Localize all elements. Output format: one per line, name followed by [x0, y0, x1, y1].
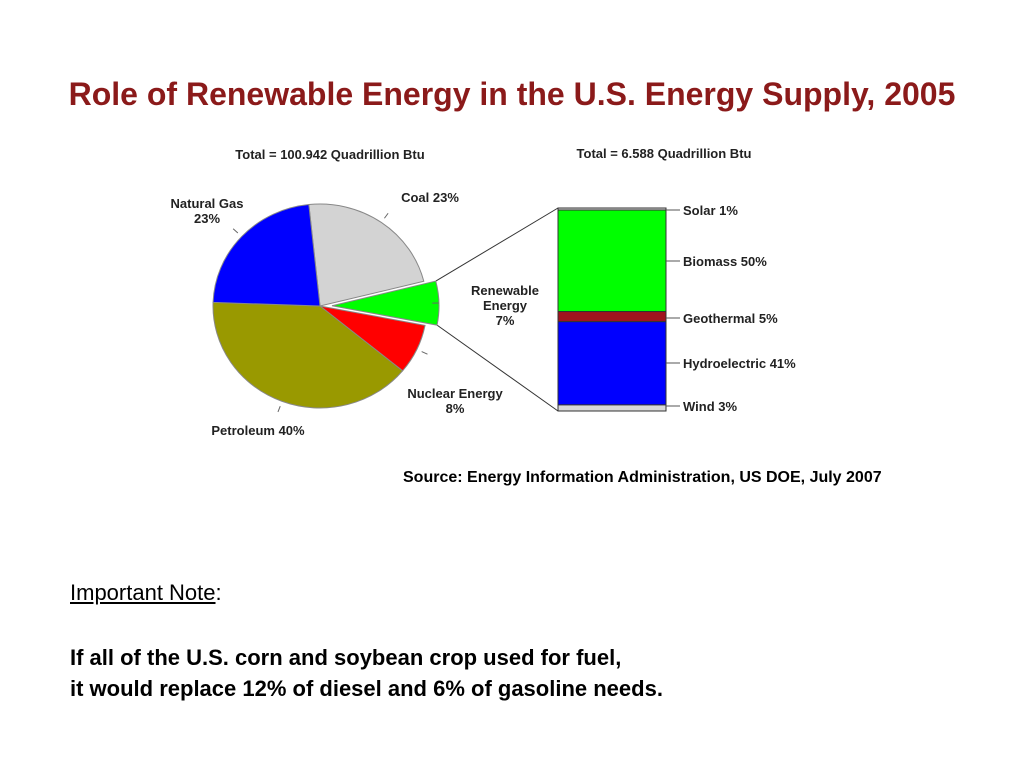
pie-label-tick — [232, 228, 239, 234]
pie-chart: Coal 23% Renewable Energy 7% Nuclear Energy 8… — [171, 190, 539, 438]
note-heading-colon: : — [215, 580, 222, 605]
bar-total-label: Total = 6.588 Quadrillion Btu — [577, 146, 752, 161]
pie-slice-petroleum — [212, 301, 404, 409]
pie-total-label: Total = 100.942 Quadrillion Btu — [235, 147, 424, 162]
pie-slice-coal — [308, 203, 425, 307]
pie-slice-natural-gas — [212, 204, 321, 307]
pie-label-natural-gas: Natural Gas 23% — [171, 196, 244, 226]
bar-label-biomass: Biomass 50% — [683, 254, 767, 269]
pie-label-coal: Coal 23% — [401, 190, 459, 205]
connector-line-top — [435, 207, 559, 282]
note-body: If all of the U.S. corn and soybean crop… — [70, 642, 663, 704]
pie-label-tick — [384, 212, 389, 219]
source-citation: Source: Energy Information Administratio… — [403, 469, 882, 486]
bar-segment-geothermal — [557, 311, 667, 323]
stacked-bar: Solar 1% Biomass 50% Geothermal 5% Hydroele… — [557, 203, 796, 414]
pie-label-tick — [277, 405, 281, 413]
note-line: If all of the U.S. corn and soybean crop… — [70, 645, 622, 670]
pie-label-renewable-energy: Renewable Energy 7% — [471, 283, 539, 328]
pie-label-tick — [421, 351, 428, 355]
connector-line-bottom — [436, 324, 559, 412]
explode-connectors — [435, 207, 559, 412]
slide-title: Role of Renewable Energy in the U.S. Ene… — [68, 76, 956, 112]
note-heading-text: Important Note — [70, 580, 216, 605]
bar-segment-wind — [557, 404, 667, 412]
bar-label-geothermal: Geothermal 5% — [683, 311, 778, 326]
bar-label-hydroelectric: Hydroelectric 41% — [683, 356, 796, 371]
bar-segment-hydroelectric — [557, 321, 667, 406]
note-line: it would replace 12% of diesel and 6% of… — [70, 676, 663, 701]
bar-label-solar: Solar 1% — [683, 203, 738, 218]
pie-label-nuclear-energy: Nuclear Energy 8% — [407, 386, 503, 416]
pie-slice-renewable-energy — [331, 280, 440, 326]
note-heading: Important Note: — [70, 580, 663, 606]
bar-segment-biomass — [557, 209, 667, 313]
important-note: Important Note: If all of the U.S. corn … — [70, 580, 663, 704]
bar-label-wind: Wind 3% — [683, 399, 737, 414]
pie-label-petroleum: Petroleum 40% — [211, 423, 305, 438]
